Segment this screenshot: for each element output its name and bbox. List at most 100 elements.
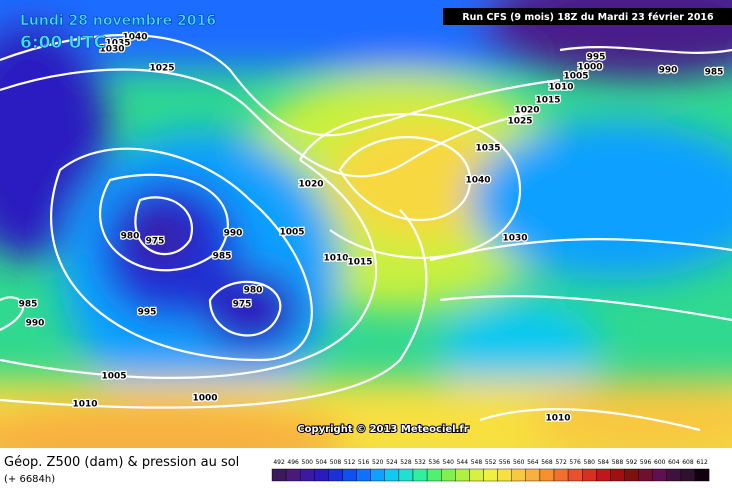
scale-swatch [680,468,696,482]
scale-swatch [553,468,569,482]
scale-swatch [356,468,371,482]
scale-swatch [652,468,668,482]
isobar-label: 1010 [323,254,348,264]
isobar-label: 1015 [347,258,372,268]
scale-swatch [596,468,611,482]
scale-swatch [483,468,498,482]
footer-title: Géop. Z500 (dam) & pression au sol [4,455,239,470]
scale-swatch [285,468,301,482]
isobar-label: 1015 [535,96,560,106]
run-info: Run CFS (9 mois) 18Z du Mardi 23 février… [462,12,714,23]
scale-label: 612 [696,459,708,466]
isobars [0,34,732,432]
scale-label: 504 [316,459,328,466]
isobar-label: 1010 [548,83,573,93]
scale-label: 588 [612,459,624,466]
color-scale: 492 496 500 504 508 512 516 520 524 528 532 536 540 5… [271,459,710,482]
scale-swatch [497,468,512,482]
isobar-label: 975 [146,237,165,247]
scale-swatch [694,468,710,482]
isobar-label: 1000 [192,394,217,404]
footer-lead: (+ 6684h) [4,474,55,485]
run-box [443,8,732,25]
scale-swatch [300,468,315,482]
scale-label: 572 [555,459,567,466]
scale-swatch [370,468,386,482]
scale-label: 600 [654,459,666,466]
scale-label: 592 [626,459,638,466]
scale-swatch [314,468,329,482]
time: 6:00 UTC [20,33,106,53]
scale-label: 560 [513,459,525,466]
scale-label: 512 [344,459,356,466]
scale-swatch [610,468,625,482]
isobar-label: 985 [19,300,38,310]
scale-label: 608 [682,459,694,466]
footer-bg [0,448,732,488]
scale-swatch [638,468,653,482]
scale-label: 584 [598,459,610,466]
isobar-label: 985 [705,68,724,78]
scale-swatch [441,468,456,482]
scale-swatch [271,468,287,482]
scale-label: 604 [668,459,680,466]
isobar-label: 980 [244,286,263,296]
isobar-label: 1010 [545,414,570,424]
scale-swatch [624,468,639,482]
scale-label: 596 [640,459,652,466]
scale-label: 552 [485,459,497,466]
scale-swatch [469,468,484,482]
scale-label: 548 [471,459,483,466]
scale-swatch [511,468,527,482]
scale-label: 576 [569,459,581,466]
scale-swatch [384,468,400,482]
scale-label: 508 [330,459,342,466]
scale-swatch [426,468,442,482]
scale-label: 540 [443,459,455,466]
isobar-label: 1035 [105,39,130,49]
scale-swatch [412,468,428,482]
isobar-label: 1030 [99,45,124,55]
isobar-label: 990 [26,319,45,329]
scale-label: 500 [302,459,314,466]
isobar-label: 1040 [122,33,147,43]
scale-label: 536 [428,459,440,466]
isobar-label: 990 [659,66,678,76]
copyright: Copyright © 2013 Meteociel.fr [297,424,468,435]
scale-swatch [666,468,682,482]
scale-swatch [398,468,414,482]
scale-label: 496 [287,459,299,466]
isobar-label: 1020 [298,180,323,190]
scale-label: 568 [541,459,553,466]
scale-label: 556 [499,459,511,466]
scale-swatch [328,468,343,482]
scale-swatch [582,468,597,482]
isobar-label: 995 [587,53,606,63]
scale-label: 544 [457,459,469,466]
isobar-label: 1005 [563,72,588,82]
date: Lundi 28 novembre 2016 [20,13,216,29]
scale-label: 580 [584,459,596,466]
isobar-label: 990 [224,229,243,239]
isobar-label: 1005 [279,228,304,238]
scale-label: 528 [400,459,412,466]
isobar-label: 1025 [507,117,532,127]
scale-label: 532 [414,459,426,466]
isobar-label: 980 [121,232,140,242]
isobar-label: 985 [213,252,232,262]
scale-swatch [567,468,583,482]
isobar-label: 1000 [577,63,602,73]
isobar-label: 975 [233,300,252,310]
scale-swatch [539,468,555,482]
scale-label: 492 [273,459,285,466]
isobar-label: 995 [138,308,157,318]
scale-label: 564 [527,459,539,466]
isobar-label: 1010 [72,400,97,410]
isobar-label: 1040 [465,176,490,186]
scale-swatch [342,468,357,482]
isobar-label: 1035 [475,144,500,154]
scale-swatch [455,468,470,482]
